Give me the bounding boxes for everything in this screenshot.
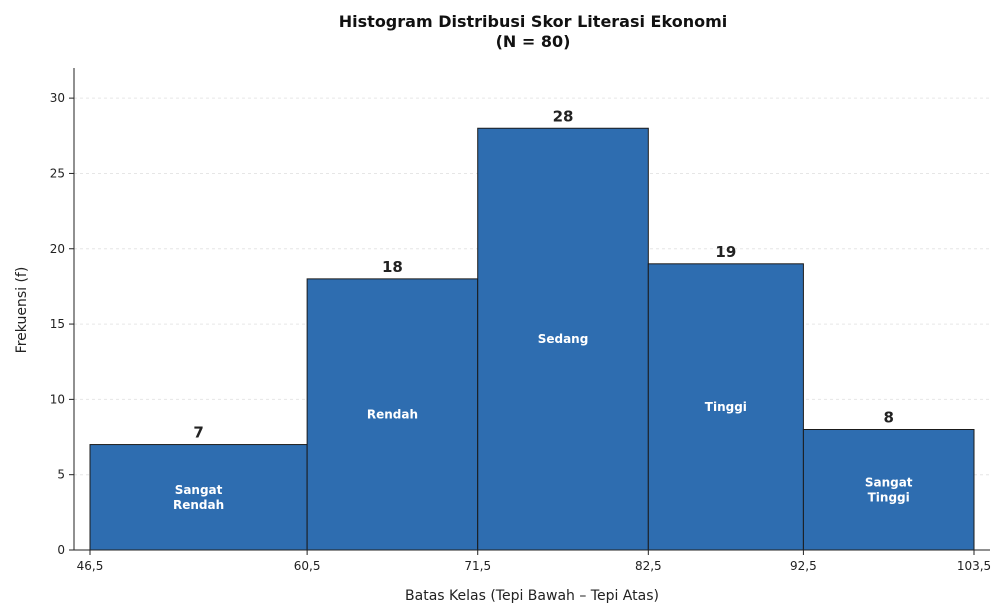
- y-axis-label: Frekuensi (f): [14, 267, 30, 354]
- y-tick-label: 20: [50, 242, 65, 256]
- bar-category-label: Sedang: [538, 332, 589, 346]
- x-tick-label: 82,5: [635, 559, 662, 573]
- bar-category-label: Tinggi: [705, 400, 747, 414]
- x-tick-label: 103,5: [957, 559, 991, 573]
- bar-category-label: Sangat Rendah: [173, 483, 224, 512]
- y-tick-label: 15: [50, 317, 65, 331]
- bar-category-label: Sangat Tinggi: [865, 475, 913, 504]
- histogram-bar: [477, 127, 649, 551]
- axes: 0 5 10 15 20 25 30 46,5 60,5 71,5 82,5 92,5 103,5: [50, 68, 991, 573]
- y-tick-label: 25: [50, 166, 65, 180]
- bars: 7 Sangat Rendah 18 Rendah 28 Sedang 19 Tinggi 8 Sa…: [89, 107, 975, 551]
- bar-count-label: 7: [193, 424, 203, 442]
- bar-count-label: 18: [382, 258, 403, 276]
- bar-count-label: 28: [553, 107, 574, 125]
- x-tick-label: 60,5: [294, 559, 321, 573]
- histogram-bar: [647, 263, 804, 551]
- y-tick-label: 10: [50, 392, 65, 406]
- histogram-bar: [802, 429, 975, 551]
- y-tick-label: 5: [57, 468, 65, 482]
- chart-subtitle: (N = 80): [496, 32, 571, 51]
- x-tick-label: 46,5: [77, 559, 104, 573]
- chart-title: Histogram Distribusi Skor Literasi Ekono…: [339, 12, 727, 31]
- bar-count-label: 8: [883, 409, 893, 427]
- x-tick-label: 71,5: [464, 559, 491, 573]
- y-tick-label: 30: [50, 91, 65, 105]
- x-tick-label: 92,5: [790, 559, 817, 573]
- x-axis-label: Batas Kelas (Tepi Bawah – Tepi Atas): [405, 588, 659, 604]
- bar-category-label: Rendah: [367, 407, 418, 421]
- bar-count-label: 19: [715, 243, 736, 261]
- y-tick-label: 0: [57, 543, 65, 557]
